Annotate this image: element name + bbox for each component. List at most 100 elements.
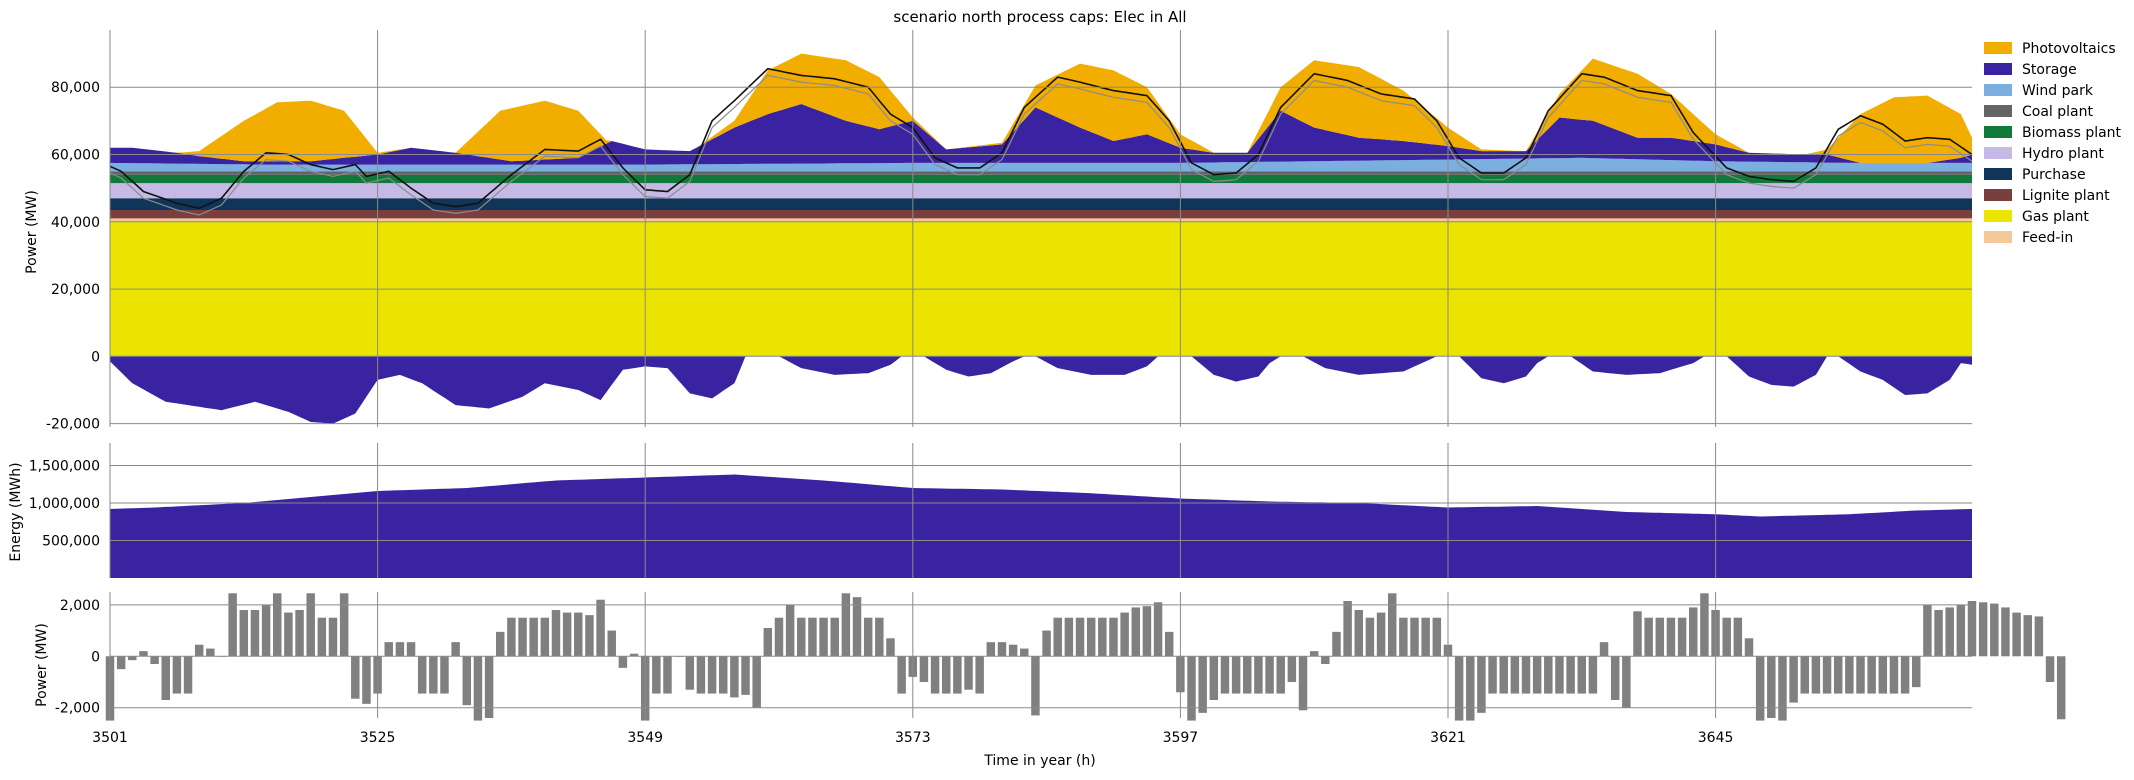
bar xyxy=(1510,656,1520,694)
bar xyxy=(440,656,449,694)
bar xyxy=(1900,656,1910,694)
bar xyxy=(1164,631,1174,657)
legend-label: Feed-in xyxy=(2022,230,2073,246)
bar xyxy=(1053,617,1062,657)
bar xyxy=(596,599,605,657)
bar xyxy=(1622,656,1631,708)
area-biomass-plant xyxy=(110,174,1972,184)
bar xyxy=(1109,617,1118,657)
bar xyxy=(1800,656,1809,694)
bar xyxy=(2056,656,2066,720)
bar xyxy=(986,642,996,657)
x-tick-label: 3573 xyxy=(895,730,931,746)
area-wind-park xyxy=(110,157,1972,172)
legend-item: Storage xyxy=(1984,62,2077,78)
legend-item: Purchase xyxy=(1984,167,2086,183)
bar xyxy=(362,656,371,704)
bars-y-tick-label: -2,000 xyxy=(55,701,100,717)
bar xyxy=(1945,607,1954,657)
x-tick-label: 3621 xyxy=(1430,730,1466,746)
bar xyxy=(529,617,538,657)
bar xyxy=(1387,593,1397,657)
power-y-tick-label: 20,000 xyxy=(51,282,100,298)
bar xyxy=(585,615,594,657)
bar xyxy=(1488,656,1497,694)
bars-y-axis-label: Power (MW) xyxy=(34,623,50,707)
bar xyxy=(406,642,416,657)
bar xyxy=(2045,656,2055,682)
bar xyxy=(1477,656,1486,713)
bar xyxy=(339,593,349,657)
bar xyxy=(1956,604,1966,657)
bar xyxy=(351,656,360,699)
bar xyxy=(1577,656,1586,694)
bar xyxy=(1287,656,1297,682)
bar xyxy=(1142,606,1152,657)
bars-y-tick-label: 0 xyxy=(91,649,100,665)
legend-label: Photovoltaics xyxy=(2022,41,2116,57)
bar xyxy=(897,656,906,694)
bar xyxy=(507,617,516,657)
bar xyxy=(2001,607,2010,657)
bar xyxy=(774,617,784,657)
bar xyxy=(875,617,884,657)
bar xyxy=(964,656,973,690)
bar xyxy=(1967,601,1977,657)
bar xyxy=(1309,651,1319,657)
bar xyxy=(1733,617,1743,657)
bar xyxy=(1399,617,1408,657)
bar xyxy=(1064,617,1074,657)
bar xyxy=(852,597,862,657)
bar xyxy=(719,656,728,694)
legend-swatch xyxy=(1984,189,2012,201)
bar xyxy=(841,593,851,657)
energy-area xyxy=(110,474,1972,578)
legend-item: Gas plant xyxy=(1984,209,2089,225)
legend-swatch xyxy=(1984,126,2012,138)
bar xyxy=(1031,656,1040,716)
power-y-axis: -20,000 0 20,000 40,000 60,000 80,000 xyxy=(46,80,100,432)
chart-title: scenario north process caps: Elec in All xyxy=(893,8,1186,26)
bar xyxy=(261,604,271,657)
bar xyxy=(1744,638,1754,657)
legend-label: Storage xyxy=(2022,62,2077,78)
bar xyxy=(306,593,315,657)
x-axis-label: Time in year (h) xyxy=(983,753,1095,769)
bar xyxy=(830,617,839,657)
bar xyxy=(1588,656,1598,694)
bar xyxy=(785,604,795,657)
bar xyxy=(663,656,672,694)
bar xyxy=(139,651,148,657)
bar xyxy=(1153,602,1163,657)
bar xyxy=(417,656,427,694)
bar xyxy=(1934,610,1943,657)
energy-y-tick-label: 1,500,000 xyxy=(29,459,100,475)
bar xyxy=(730,656,739,698)
bar xyxy=(1231,656,1241,694)
bar xyxy=(618,656,628,668)
bar xyxy=(1131,607,1141,657)
bar xyxy=(1265,656,1274,694)
bar xyxy=(1343,601,1352,657)
bar xyxy=(1990,603,1999,657)
bar xyxy=(496,631,505,657)
bar xyxy=(429,656,438,694)
bar xyxy=(1187,656,1196,721)
bar xyxy=(228,593,237,657)
bar xyxy=(1833,656,1843,694)
bar xyxy=(1421,617,1430,657)
bar xyxy=(1376,612,1386,657)
legend-item: Lignite plant xyxy=(1984,188,2110,204)
bar xyxy=(1856,656,1865,694)
bar xyxy=(1666,617,1676,657)
bar xyxy=(1778,656,1787,721)
bar xyxy=(763,628,773,657)
legend-swatch xyxy=(1984,63,2012,75)
legend-swatch xyxy=(1984,147,2012,159)
bar xyxy=(116,656,126,670)
bar xyxy=(1566,656,1575,694)
bar xyxy=(1020,648,1029,657)
power-gridlines xyxy=(109,30,1972,427)
demand-line xyxy=(109,67,1973,210)
